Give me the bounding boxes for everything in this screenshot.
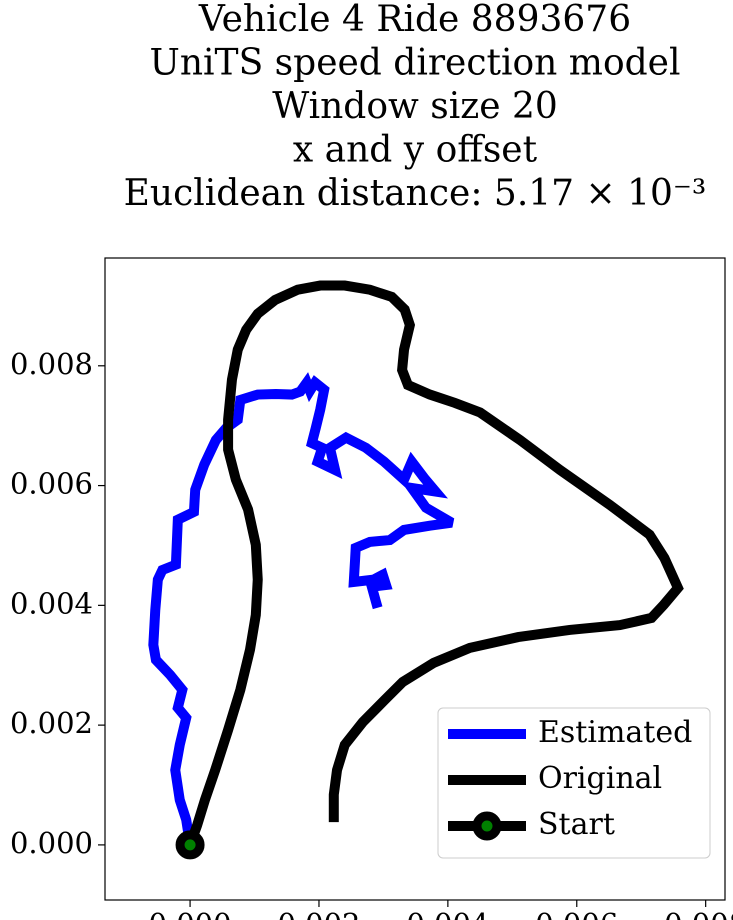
legend-box xyxy=(437,707,711,859)
x-tick-label: 0.004 xyxy=(406,907,489,920)
axes-frame xyxy=(104,257,726,901)
chart-title: Window size 20 xyxy=(272,86,558,127)
start-marker xyxy=(175,830,205,860)
y-tick-label: 0.008 xyxy=(10,347,93,381)
y-tick-label: 0.006 xyxy=(10,467,93,501)
y-tick-label: 0.004 xyxy=(10,586,93,620)
legend-label: Start xyxy=(538,807,615,842)
y-tick-label: 0.000 xyxy=(10,826,93,860)
chart-title: x and y offset xyxy=(293,130,538,171)
legend-marker xyxy=(472,811,502,841)
y-tick-label: 0.002 xyxy=(10,706,93,740)
chart-title: Euclidean distance: 5.17 × 10⁻³ xyxy=(124,173,707,214)
x-tick-label: 0.002 xyxy=(277,907,360,920)
x-tick-label: 0.008 xyxy=(664,907,733,920)
series-line xyxy=(148,372,455,846)
series-layer xyxy=(148,280,684,860)
series-line xyxy=(185,280,684,847)
chart-title: UniTS speed direction model xyxy=(150,43,681,84)
x-tick-label: 0.006 xyxy=(535,907,618,920)
x-tick-label: 0.000 xyxy=(149,907,232,920)
legend-label: Estimated xyxy=(538,715,692,750)
chart-title: Vehicle 4 Ride 8893676 xyxy=(198,0,631,40)
legend-label: Original xyxy=(538,761,662,796)
